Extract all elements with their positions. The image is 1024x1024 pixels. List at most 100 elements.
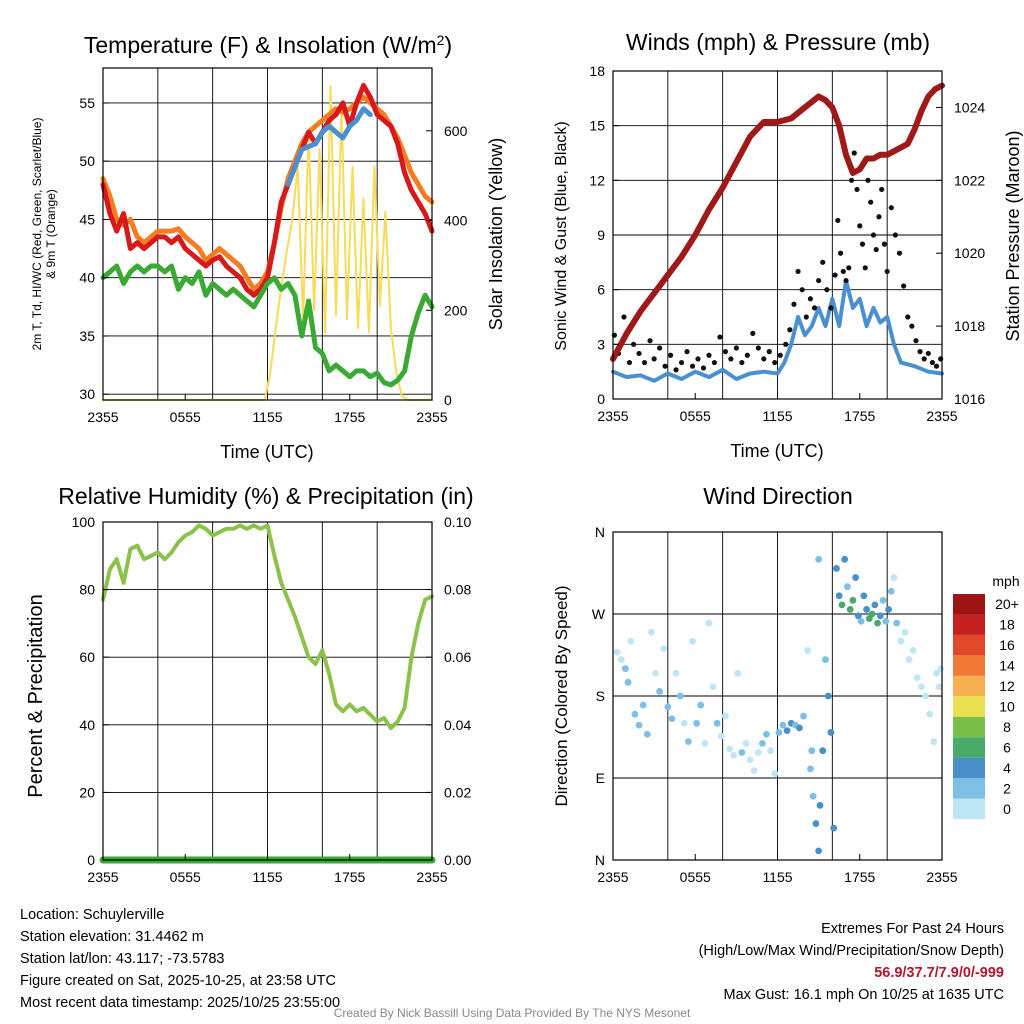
humidity-grid [103, 522, 432, 860]
wind-direction-point [868, 610, 876, 618]
colorbar-swatch [953, 675, 985, 697]
x-tick-label: 1755 [334, 869, 365, 885]
y-tick-label: 80 [79, 582, 95, 598]
gust-point [667, 352, 674, 358]
gust-point [700, 365, 707, 371]
gust-point [848, 177, 855, 183]
x-tick-label: 0555 [170, 869, 201, 885]
extremes-info: Extremes For Past 24 Hours (High/Low/Max… [699, 918, 1004, 1006]
colorbar-title: mph [992, 573, 1019, 589]
winds-axes: 2355 0555 1155 1755 235503691215181016101810… [589, 63, 985, 424]
wind-direction-point [639, 701, 647, 709]
station-pressure-line [610, 82, 945, 362]
wind-direction-point [746, 756, 754, 764]
x-tick-label: 2355 [926, 869, 957, 885]
insolation-y-label: Solar Insolation (Yellow) [486, 138, 506, 330]
y-tick-label: 15 [589, 118, 605, 134]
wind-direction-point [838, 601, 846, 609]
gust-point [824, 287, 830, 293]
wind-direction-point [863, 606, 871, 613]
wind-direction-point [767, 747, 775, 755]
wind-direction-point [819, 747, 827, 755]
y-tick-label: 0 [87, 852, 95, 868]
y-tick-label: 12 [589, 172, 605, 188]
wind-direction-point [763, 730, 770, 738]
x-tick-label: 1155 [762, 408, 792, 424]
temperature-axes: 2355 0555 1155 1755 2355 30 35 40 45 50 55 0 200 400 6… [79, 95, 467, 425]
wind-direction-point [631, 710, 639, 718]
gust-point [896, 250, 903, 256]
y2-tick-label: 1016 [954, 391, 985, 407]
wind-direction-point [647, 628, 655, 636]
wind-direction-point [816, 801, 824, 809]
gust-point [673, 367, 679, 373]
gust-point [772, 359, 778, 366]
y-tick-label: E [596, 770, 605, 786]
x-tick-label: 1755 [844, 408, 875, 424]
wind-direction-point [857, 617, 865, 625]
extremes-values: 56.9/37.7/7.9/0/-999 [874, 965, 1004, 981]
gust-point [621, 314, 627, 320]
wind-direction-point [771, 770, 779, 777]
gust-point [657, 345, 663, 351]
gust-point [917, 349, 923, 355]
x-tick-label: 2355 [926, 408, 957, 424]
x-tick-label: 1155 [252, 869, 282, 885]
wind-direction-point [730, 751, 738, 759]
temperature-panel: Temperature (F) & Insolation (W/m2) 2355… [30, 32, 506, 462]
gust-point [678, 359, 685, 366]
gust-point [873, 246, 879, 253]
gust-point [803, 314, 809, 320]
gust-point [799, 287, 805, 293]
gust-point [865, 177, 871, 183]
wind-direction-point [668, 715, 676, 723]
wind-direction-point [841, 555, 849, 563]
wind-direction-point [621, 665, 629, 673]
wind-direction-point [835, 592, 843, 600]
colorbar-label: 14 [999, 658, 1015, 674]
sonic-wind-line [611, 278, 944, 383]
station-info: Location: Schuylerville Station elevatio… [20, 904, 340, 1014]
y-tick-label: 20 [79, 784, 95, 800]
gust-point [868, 199, 874, 205]
y2-tick-label: 1018 [954, 318, 985, 334]
y-tick-label: W [592, 606, 606, 622]
gust-point [851, 150, 857, 156]
wind-direction-point [738, 749, 746, 756]
gust-point [755, 345, 761, 351]
gust-point [921, 356, 927, 362]
colorbar-swatch [953, 737, 985, 758]
gust-point [791, 301, 797, 307]
temperature-x-label: Time (UTC) [220, 442, 313, 462]
wind-direction-point [775, 729, 783, 736]
wind-direction-point [701, 739, 709, 747]
x-tick-label: 1155 [252, 409, 282, 425]
wind-direction-point [815, 555, 823, 563]
gust-point [662, 363, 668, 369]
x-tick-label: 2355 [597, 869, 628, 885]
gust-point [840, 268, 846, 275]
colorbar-label: 12 [999, 678, 1015, 694]
x-tick-label: 2355 [87, 409, 118, 425]
gust-point [733, 345, 739, 351]
gust-point [828, 305, 834, 311]
wind-direction-point [824, 692, 832, 700]
gust-point [647, 338, 653, 344]
colorbar-label: 8 [1003, 719, 1011, 735]
gust-point [857, 223, 863, 229]
y2-tick-label: 0.10 [444, 514, 471, 530]
wind-direction-point [846, 606, 854, 613]
y-tick-label: 0 [597, 391, 605, 407]
wind-direction-point [901, 628, 909, 636]
station-location: Location: Schuylerville [20, 907, 165, 923]
gust-point [909, 323, 915, 329]
y-tick-label: 100 [72, 514, 96, 530]
wind-direction-point [809, 792, 817, 800]
wind-direction-point [922, 692, 929, 700]
wind-direction-point [935, 683, 943, 691]
wind-direction-panel: Wind Direction 2355 0555 1155 1755 2355NESWN… [552, 483, 1020, 885]
gust-point [641, 359, 648, 366]
wind-direction-point [827, 729, 835, 736]
